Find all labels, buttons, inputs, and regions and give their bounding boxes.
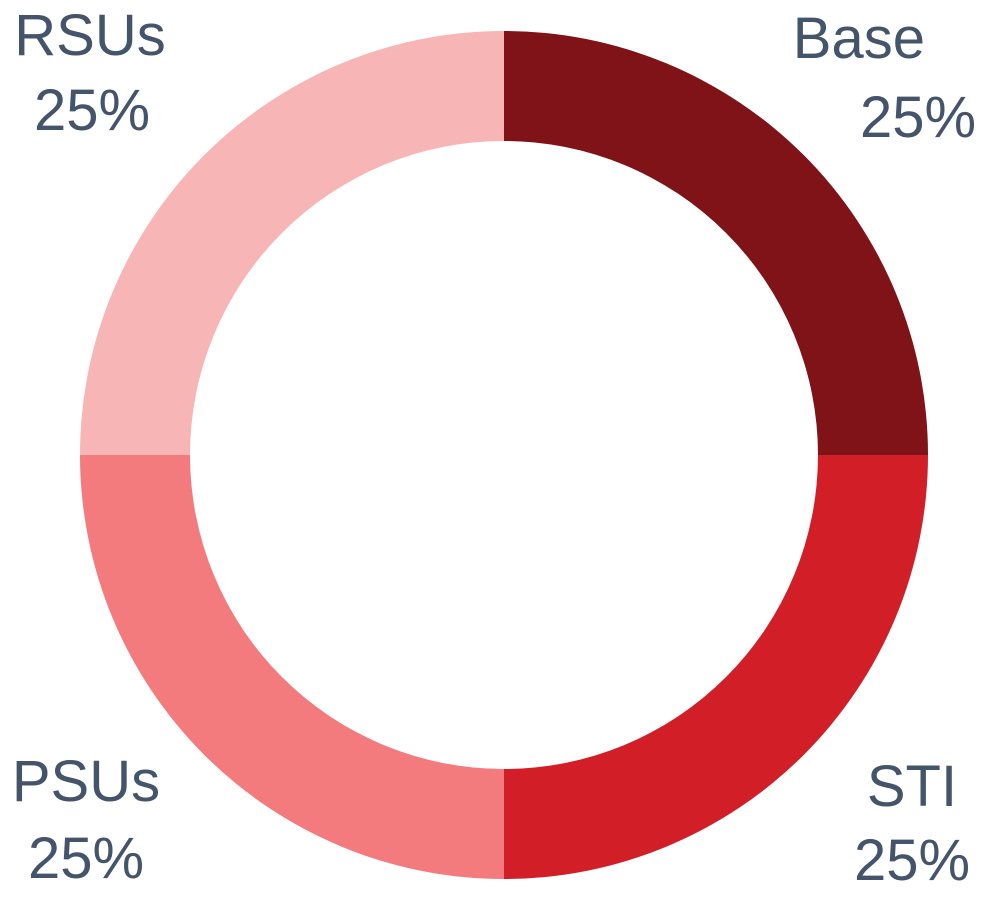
donut-slices	[80, 31, 928, 879]
slice-label-rsus: RSUs	[14, 3, 165, 68]
slice-label-base: Base	[793, 6, 925, 71]
slice-base	[504, 31, 928, 455]
slice-psus	[80, 455, 504, 879]
slice-value-rsus: 25%	[34, 78, 150, 143]
slice-label-psus: PSUs	[12, 749, 160, 814]
slice-value-sti: 25%	[854, 828, 970, 893]
slice-value-base: 25%	[860, 85, 976, 150]
slice-value-psus: 25%	[28, 826, 144, 891]
slice-label-sti: STI	[867, 754, 957, 819]
slice-rsus	[80, 31, 504, 455]
slice-sti	[504, 455, 928, 879]
